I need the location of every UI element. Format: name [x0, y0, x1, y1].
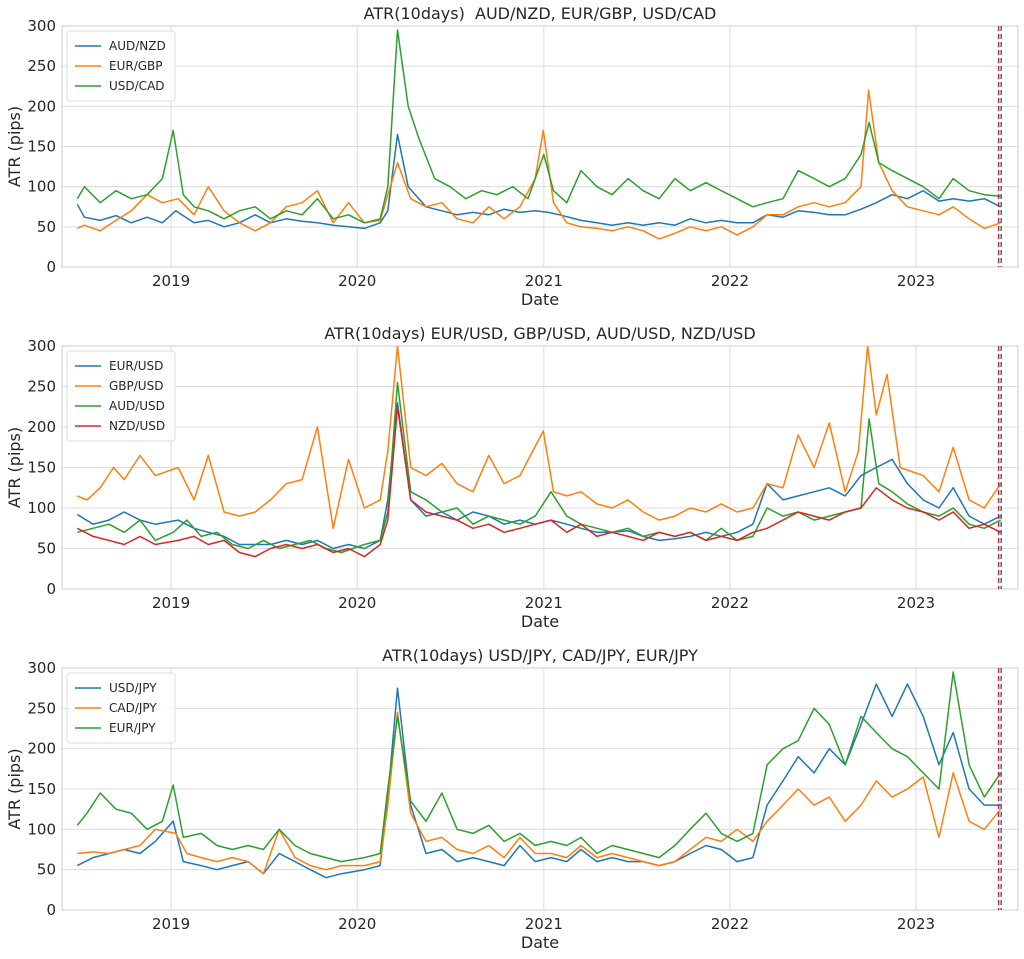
y-tick-label: 150: [27, 459, 56, 477]
x-tick-label: 2023: [897, 272, 935, 290]
x-tick-label: 2020: [338, 594, 376, 612]
y-tick-label: 50: [37, 218, 56, 236]
series-line-nzd-usd: [76, 406, 1002, 558]
x-tick-label: 2022: [711, 915, 749, 933]
series-line-eur-usd: [76, 401, 1002, 550]
series-lines: [76, 29, 1002, 240]
x-tick-label: 2020: [338, 915, 376, 933]
chart-title: ATR(10days) USD/JPY, CAD/JPY, EUR/JPY: [382, 646, 698, 665]
y-axis-label: ATR (pips): [5, 106, 24, 187]
y-tick-label: 300: [27, 337, 56, 355]
x-axis-label: Date: [521, 612, 559, 631]
x-axis-label: Date: [521, 290, 559, 309]
legend-box: [66, 350, 176, 442]
x-tick-label: 2020: [338, 272, 376, 290]
y-tick-label: 150: [27, 780, 56, 798]
y-tick-label: 100: [27, 499, 56, 517]
legend-label-eur-gbp: EUR/GBP: [109, 59, 163, 73]
y-tick-label: 100: [27, 820, 56, 838]
grid: [62, 667, 1018, 911]
y-axis-label: ATR (pips): [5, 427, 24, 508]
x-tick-label: 2019: [152, 272, 190, 290]
y-tick-label: 0: [46, 580, 56, 598]
legend: AUD/NZD EUR/GBP USD/CAD: [66, 30, 176, 102]
legend-label-eur-usd: EUR/USD: [109, 359, 163, 373]
chart-title: ATR(10days) EUR/USD, GBP/USD, AUD/USD, N…: [324, 324, 755, 343]
series-lines: [76, 671, 1002, 879]
chart-title: ATR(10days) AUD/NZD, EUR/GBP, USD/CAD: [364, 4, 717, 23]
legend-label-cad-jpy: CAD/JPY: [109, 701, 157, 715]
x-tick-label: 2021: [525, 594, 563, 612]
series-line-eur-gbp: [76, 89, 1001, 240]
series-lines: [76, 346, 1002, 558]
x-tick-label: 2021: [525, 272, 563, 290]
series-line-gbp-usd: [77, 346, 1002, 530]
plot-frame: [61, 667, 1019, 911]
grid: [62, 345, 1018, 590]
chart-2: 0 50 100 150 200 250 300 2019 2020 2021 2022 2023 AT…: [5, 324, 1019, 631]
y-tick-label: 200: [27, 740, 56, 758]
y-tick-label: 150: [27, 138, 56, 156]
y-tick-label: 250: [27, 57, 56, 75]
x-tick-label: 2022: [711, 272, 749, 290]
series-line-eur-jpy: [76, 671, 1002, 863]
series-line-usd-cad: [76, 29, 1001, 224]
y-axis-label: ATR (pips): [5, 748, 24, 829]
legend: EUR/USD GBP/USD AUD/USD NZD/USD: [66, 350, 176, 442]
legend-label-aud-nzd: AUD/NZD: [109, 39, 166, 53]
y-tick-label: 50: [37, 540, 56, 558]
y-tick-label: 0: [46, 258, 56, 276]
x-tick-label: 2021: [525, 915, 563, 933]
y-tick-label: 0: [46, 901, 56, 919]
y-tick-label: 250: [27, 699, 56, 717]
y-tick-label: 300: [27, 659, 56, 677]
legend-label-aud-usd: AUD/USD: [109, 399, 165, 413]
legend-label-eur-jpy: EUR/JPY: [109, 721, 156, 735]
series-line-usd-jpy: [76, 683, 1001, 879]
y-tick-label: 300: [27, 17, 56, 35]
plot-frame: [61, 25, 1019, 268]
legend: USD/JPY CAD/JPY EUR/JPY: [66, 672, 176, 744]
legend-label-usd-jpy: USD/JPY: [109, 681, 157, 695]
series-line-cad-jpy: [77, 711, 1002, 875]
chart-3: 0 50 100 150 200 250 300 2019 2020 2021 2022 2023 AT…: [5, 646, 1019, 952]
legend-box: [66, 30, 176, 102]
y-tick-label: 200: [27, 97, 56, 115]
x-axis-label: Date: [521, 933, 559, 952]
y-tick-label: 250: [27, 378, 56, 396]
x-tick-label: 2019: [152, 915, 190, 933]
legend-label-gbp-usd: GBP/USD: [109, 379, 163, 393]
x-tick-label: 2023: [897, 915, 935, 933]
x-tick-label: 2023: [897, 594, 935, 612]
chart-1: 0 50 100 150 200 250 300 2019 2020 2021 2022 2023 AT…: [5, 4, 1019, 309]
x-tick-label: 2019: [152, 594, 190, 612]
y-tick-label: 200: [27, 418, 56, 436]
plot-frame: [61, 345, 1019, 590]
legend-label-usd-cad: USD/CAD: [109, 79, 165, 93]
x-tick-label: 2022: [711, 594, 749, 612]
legend-box: [66, 672, 176, 744]
y-tick-label: 100: [27, 178, 56, 196]
legend-label-nzd-usd: NZD/USD: [109, 419, 165, 433]
series-line-aud-nzd: [76, 133, 1002, 230]
y-tick-label: 50: [37, 861, 56, 879]
